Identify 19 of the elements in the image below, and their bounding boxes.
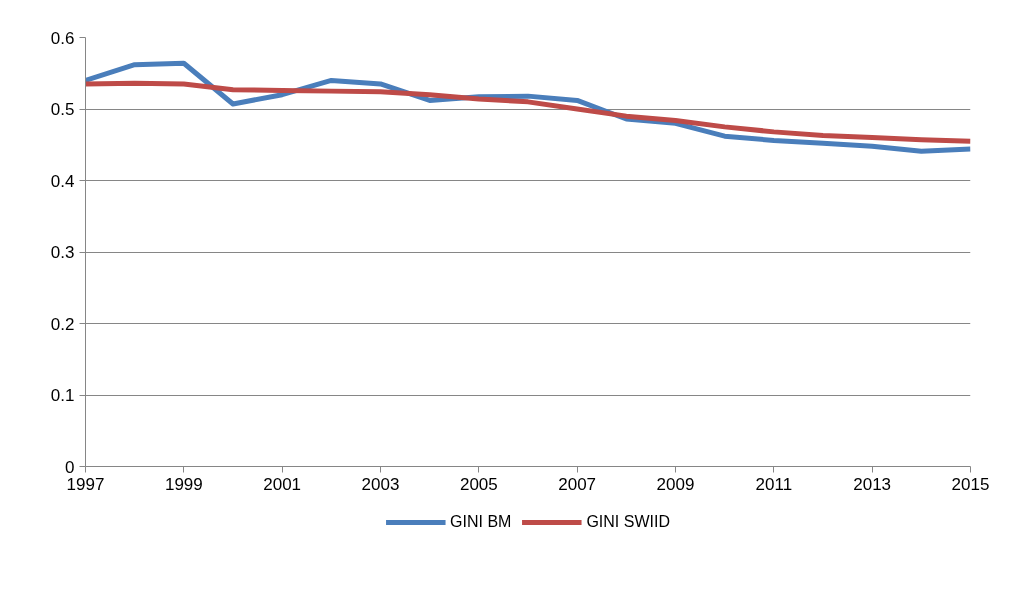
y-tick-label: 0.4 <box>50 171 75 191</box>
legend-label: GINI SWIID <box>586 513 670 531</box>
x-tick-label: 2005 <box>459 474 498 494</box>
x-tick-label: 2011 <box>755 474 793 494</box>
legend-label: GINI BM <box>450 513 512 531</box>
y-tick-label: 0 <box>65 457 75 477</box>
y-tick-label: 0.2 <box>50 314 75 334</box>
x-tick-label: 2015 <box>951 474 990 494</box>
x-tick-label: 2009 <box>656 474 695 494</box>
x-tick-label: 1999 <box>164 474 203 494</box>
x-tick-label: 2001 <box>263 474 302 494</box>
y-tick-label: 0.3 <box>50 243 75 262</box>
x-tick-label: 2003 <box>361 474 400 494</box>
x-tick-label: 1997 <box>66 474 105 494</box>
y-tick-label: 0.6 <box>50 28 75 48</box>
x-tick-label: 2013 <box>853 474 892 494</box>
y-tick-label: 0.5 <box>50 100 75 119</box>
x-tick-label: 2007 <box>558 474 597 494</box>
y-tick-label: 0.1 <box>50 386 75 405</box>
